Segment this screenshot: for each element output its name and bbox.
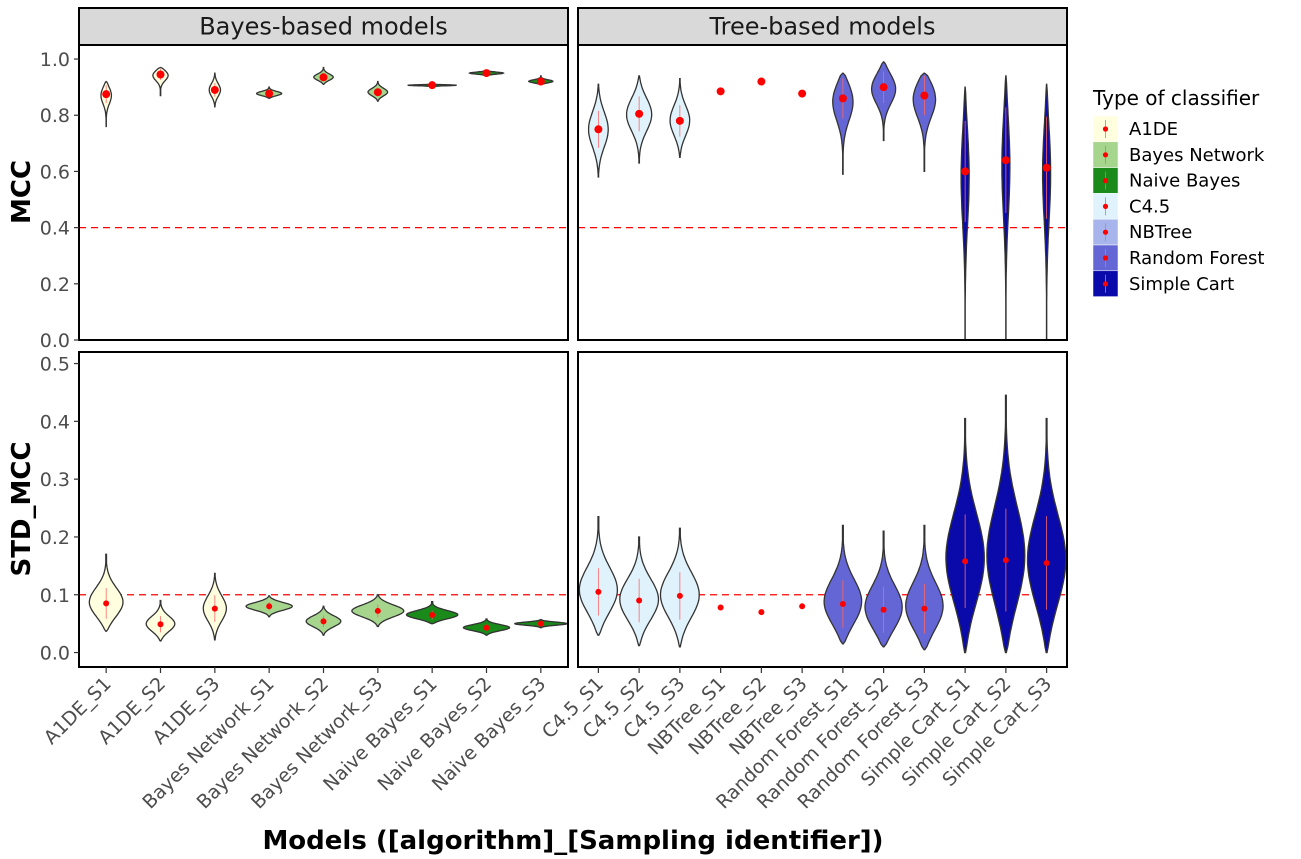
mean-point xyxy=(716,87,725,96)
mean-point xyxy=(594,125,603,134)
mean-point xyxy=(961,167,970,176)
y-tick-label: 0.0 xyxy=(40,330,70,352)
violin-random-forest-s1 xyxy=(832,72,854,175)
legend-label-naive-bayes: Naive Bayes xyxy=(1129,171,1240,192)
mean-point xyxy=(211,605,218,612)
mean-point xyxy=(265,89,274,98)
mean-point xyxy=(636,597,643,604)
panel-border xyxy=(78,44,569,341)
y-tick-label: 0.2 xyxy=(40,274,70,296)
mean-point xyxy=(157,621,164,628)
legend-label-a1de: A1DE xyxy=(1129,119,1178,140)
mean-point xyxy=(537,620,544,627)
legend-title: Type of classifier xyxy=(1092,86,1260,110)
y-tick-label: 0.4 xyxy=(40,411,70,433)
mean-point xyxy=(1042,163,1051,172)
y-axis-title-std-mcc: STD_MCC xyxy=(7,441,37,576)
x-axis-title: Models ([algorithm]_[Sampling identifier… xyxy=(262,826,883,856)
legend-swatch-point xyxy=(1102,203,1109,209)
mean-point xyxy=(1043,559,1050,566)
legend-swatch-point xyxy=(1102,255,1109,261)
panels xyxy=(78,44,1068,668)
mean-point xyxy=(320,618,327,625)
mean-point xyxy=(156,70,165,79)
legend-label-nbtree: NBTree xyxy=(1129,222,1192,243)
legend-label-random-forest: Random Forest xyxy=(1129,248,1264,269)
mean-point xyxy=(536,77,545,86)
legend-swatch-point xyxy=(1102,126,1109,132)
panel-border xyxy=(577,44,1068,341)
mean-point xyxy=(799,603,806,610)
mean-point xyxy=(103,600,110,607)
mean-point xyxy=(482,69,491,78)
legend-swatch-point xyxy=(1102,229,1109,235)
panel-mcc-tree-based-models xyxy=(577,44,1068,341)
mean-point xyxy=(839,601,846,607)
y-tick-label: 1.0 xyxy=(40,49,70,71)
legend-label-bayes-network: Bayes Network xyxy=(1129,145,1265,166)
y-tick-label: 0.3 xyxy=(40,469,70,491)
panel-background xyxy=(578,45,1067,340)
mean-point xyxy=(266,603,273,610)
mean-point xyxy=(429,611,436,618)
legend-swatch-point xyxy=(1102,152,1109,158)
mean-point xyxy=(838,94,847,103)
facet-strip-tree xyxy=(577,7,1068,46)
mean-point xyxy=(319,73,328,82)
mean-point xyxy=(483,624,490,631)
y-tick-label: 0.5 xyxy=(40,354,70,376)
mean-point xyxy=(920,91,929,100)
mean-point xyxy=(102,90,111,99)
y-tick-label: 0.2 xyxy=(40,527,70,549)
mean-point xyxy=(373,88,382,97)
legend: Type of classifier A1DE Bayes Network Naiv… xyxy=(1092,86,1265,297)
mean-point xyxy=(595,588,602,595)
facet-label-tree: Tree-based models xyxy=(709,13,936,41)
y-tick-label: 0.6 xyxy=(40,161,70,183)
mean-point xyxy=(635,109,644,118)
mean-point xyxy=(758,609,765,616)
legend-label-simple-cart: Simple Cart xyxy=(1129,274,1234,295)
violin-random-forest-s3 xyxy=(912,72,937,173)
y-axis-title-mcc: MCC xyxy=(7,160,37,224)
mean-point xyxy=(1002,557,1009,564)
mean-point xyxy=(921,605,928,612)
panel-mcc-bayes-based-models xyxy=(78,44,569,341)
mean-point xyxy=(676,592,683,599)
mean-point xyxy=(798,89,807,98)
mean-point xyxy=(1001,156,1010,165)
y-tick-label: 0.0 xyxy=(40,643,70,665)
panel-std-mcc-tree-based-models xyxy=(577,351,1068,668)
panel-background xyxy=(79,45,568,340)
facet-strips: Bayes-based models Tree-based models xyxy=(78,7,1068,46)
mean-point xyxy=(428,81,437,90)
mean-point xyxy=(675,116,684,125)
mean-point xyxy=(879,83,888,92)
facet-strip-bayes xyxy=(78,7,569,46)
legend-swatch-point xyxy=(1102,178,1109,184)
panel-border xyxy=(577,351,1068,668)
panel-std-mcc-bayes-based-models xyxy=(78,351,569,668)
facet-label-bayes: Bayes-based models xyxy=(199,13,448,41)
mean-point xyxy=(962,558,969,565)
mean-point xyxy=(210,85,219,94)
mean-point xyxy=(717,604,724,611)
panel-background xyxy=(578,352,1067,667)
y-tick-label: 0.4 xyxy=(40,218,70,240)
y-axes: 0.0 0.2 0.4 0.6 0.8 1.0 0.0 0.1 0.2 0.3 0.4 0.5 xyxy=(40,49,79,665)
mean-point xyxy=(757,77,766,86)
mean-point xyxy=(880,606,887,613)
mean-point xyxy=(374,607,381,614)
y-tick-label: 0.1 xyxy=(40,585,70,607)
legend-label-c4-5: C4.5 xyxy=(1129,196,1170,217)
y-tick-label: 0.8 xyxy=(40,105,70,127)
legend-swatch-point xyxy=(1102,281,1109,287)
